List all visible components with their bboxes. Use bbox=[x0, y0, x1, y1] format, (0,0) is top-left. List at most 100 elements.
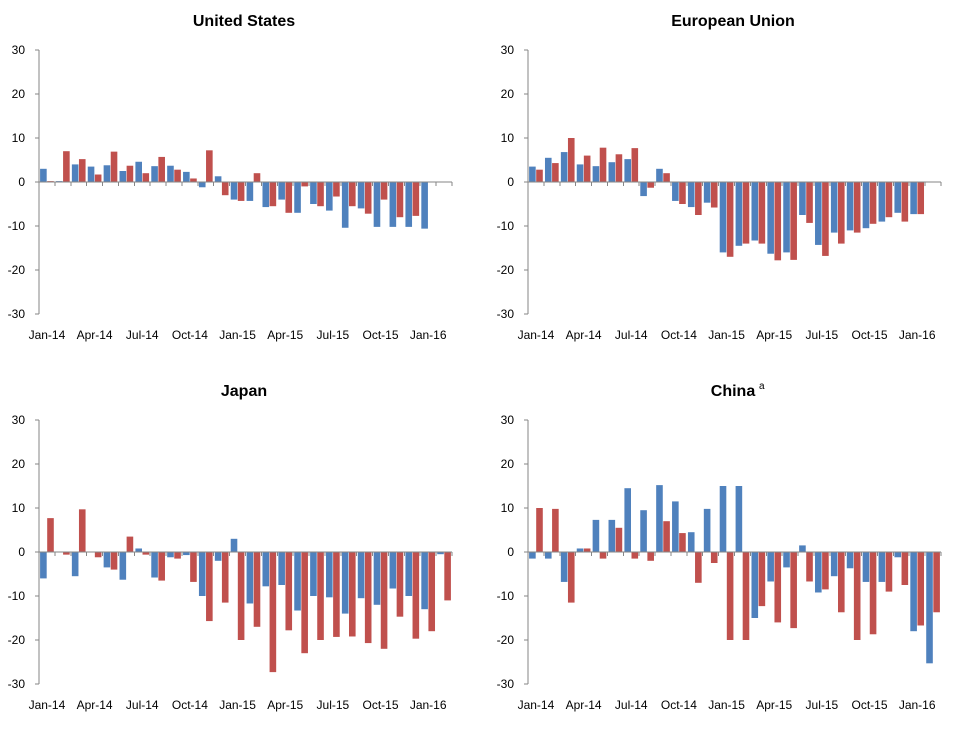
x-tick-label: Apr-15 bbox=[756, 328, 792, 342]
bar-series-2-apr-14 bbox=[94, 174, 102, 182]
bar-series-1-may-15 bbox=[294, 552, 301, 611]
bar-series-1-may-14 bbox=[592, 166, 600, 182]
bar-series-2-jan-16 bbox=[917, 552, 925, 626]
bar-series-1-feb-15 bbox=[246, 552, 254, 604]
bar-series-1-feb-16 bbox=[926, 552, 933, 664]
bar-series-1-sep-14 bbox=[167, 552, 174, 558]
bar-series-2-aug-15 bbox=[349, 552, 356, 637]
chart-title: Japan bbox=[221, 383, 267, 400]
bar-series-1-dec-14 bbox=[703, 508, 711, 552]
bar-series-1-aug-14 bbox=[151, 166, 158, 182]
bar-series-1-jul-14 bbox=[624, 488, 631, 552]
bar-series-2-jan-15 bbox=[726, 552, 734, 640]
bar-series-1-mar-15 bbox=[751, 182, 759, 241]
y-tick-label: 10 bbox=[12, 131, 26, 145]
bar-series-1-mar-15 bbox=[751, 552, 759, 618]
bar-series-2-may-14 bbox=[110, 151, 118, 182]
bar-series-1-jul-15 bbox=[815, 552, 822, 593]
y-tick-label: -20 bbox=[8, 263, 26, 277]
y-tick-label: 30 bbox=[12, 43, 26, 57]
y-tick-label: 20 bbox=[12, 457, 26, 471]
bar-series-1-nov-14 bbox=[687, 532, 695, 552]
x-tick-label: Jan-15 bbox=[219, 698, 256, 712]
bar-series-2-mar-14 bbox=[78, 159, 86, 182]
y-tick-label: -30 bbox=[8, 307, 26, 321]
bar-series-2-jan-15 bbox=[726, 182, 734, 257]
bar-series-2-feb-14 bbox=[63, 552, 70, 555]
bar-series-1-feb-15 bbox=[246, 182, 254, 201]
bar-series-2-feb-14 bbox=[552, 508, 559, 552]
bar-series-2-oct-14 bbox=[190, 552, 197, 582]
bar-series-1-oct-15 bbox=[373, 552, 381, 605]
bar-series-2-may-14 bbox=[599, 552, 607, 559]
bar-series-2-sep-14 bbox=[174, 552, 181, 559]
y-tick-label: 30 bbox=[501, 43, 515, 57]
bar-series-1-dec-15 bbox=[405, 552, 413, 596]
bar-series-1-apr-15 bbox=[278, 552, 285, 585]
x-tick-label: Jul-15 bbox=[806, 328, 839, 342]
bar-series-2-mar-15 bbox=[269, 182, 277, 207]
bar-series-2-feb-14 bbox=[552, 163, 559, 182]
bar-series-1-dec-14 bbox=[703, 182, 711, 203]
bar-series-2-oct-14 bbox=[679, 533, 686, 552]
x-tick-label: Jan-15 bbox=[708, 328, 745, 342]
y-tick-label: 0 bbox=[18, 175, 25, 189]
x-tick-label: Oct-15 bbox=[363, 698, 399, 712]
x-tick-label: Jul-15 bbox=[806, 698, 839, 712]
bar-series-1-oct-14 bbox=[672, 501, 679, 552]
bar-series-2-feb-16 bbox=[444, 552, 451, 601]
bar-series-1-jan-16 bbox=[910, 182, 917, 215]
bar-series-1-sep-14 bbox=[656, 168, 663, 182]
bar-series-2-aug-14 bbox=[158, 552, 165, 581]
bar-series-1-dec-15 bbox=[894, 182, 902, 213]
bar-series-2-jul-14 bbox=[631, 148, 639, 182]
bar-series-1-jun-14 bbox=[119, 552, 127, 580]
bar-series-1-jul-14 bbox=[624, 159, 631, 182]
bar-series-1-jan-14 bbox=[40, 168, 47, 182]
bar-series-2-mar-15 bbox=[758, 182, 766, 244]
x-tick-label: Jan-15 bbox=[219, 328, 256, 342]
bar-series-1-sep-15 bbox=[357, 552, 365, 599]
bar-series-1-feb-14 bbox=[544, 552, 552, 559]
y-tick-label: -30 bbox=[8, 677, 26, 691]
bar-series-1-aug-14 bbox=[151, 552, 158, 578]
bar-series-2-jun-14 bbox=[126, 536, 134, 552]
x-tick-label: Oct-15 bbox=[363, 328, 399, 342]
bar-series-2-dec-15 bbox=[901, 552, 909, 585]
bar-series-2-dec-15 bbox=[412, 182, 420, 216]
bar-series-2-dec-15 bbox=[901, 182, 909, 222]
bar-series-2-jul-15 bbox=[822, 182, 829, 256]
y-tick-label: 30 bbox=[501, 413, 515, 427]
x-tick-label: Jul-15 bbox=[317, 328, 350, 342]
bar-series-1-jan-16 bbox=[421, 182, 428, 229]
bar-series-2-jun-15 bbox=[806, 182, 813, 223]
bar-series-2-aug-14 bbox=[647, 182, 654, 188]
x-tick-label: Jan-14 bbox=[29, 698, 66, 712]
bar-series-1-jan-14 bbox=[529, 552, 536, 559]
x-tick-label: Oct-15 bbox=[852, 328, 888, 342]
bar-series-2-feb-16 bbox=[933, 552, 940, 613]
bar-series-1-sep-15 bbox=[846, 552, 854, 569]
bar-series-2-apr-15 bbox=[285, 552, 293, 631]
bar-series-2-oct-14 bbox=[190, 178, 197, 182]
bar-series-2-may-14 bbox=[110, 552, 118, 570]
bar-series-2-apr-14 bbox=[583, 155, 591, 182]
y-tick-label: -30 bbox=[497, 307, 515, 321]
y-tick-label: -20 bbox=[497, 633, 515, 647]
bar-series-2-nov-14 bbox=[695, 552, 702, 583]
bar-series-1-mar-14 bbox=[71, 164, 79, 182]
x-tick-label: Jan-14 bbox=[29, 328, 66, 342]
bar-series-2-aug-14 bbox=[158, 156, 165, 182]
bar-series-1-nov-15 bbox=[878, 552, 886, 582]
bar-series-1-aug-14 bbox=[640, 182, 647, 197]
bar-series-1-jun-15 bbox=[310, 552, 317, 596]
bar-series-2-jun-14 bbox=[615, 527, 623, 552]
bar-series-2-jan-14 bbox=[536, 508, 543, 552]
x-tick-label: Oct-15 bbox=[852, 698, 888, 712]
bar-series-2-dec-15 bbox=[412, 552, 420, 639]
x-tick-label: Jan-16 bbox=[899, 698, 936, 712]
x-tick-label: Jan-15 bbox=[708, 698, 745, 712]
bar-series-2-feb-15 bbox=[253, 552, 261, 627]
